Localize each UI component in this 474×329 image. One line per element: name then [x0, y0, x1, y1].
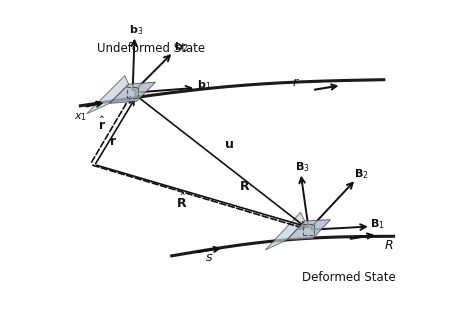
Text: $x_1$: $x_1$ [74, 111, 87, 123]
Text: Undeformed State: Undeformed State [97, 42, 205, 55]
Text: $\mathbf{b}_1$: $\mathbf{b}_1$ [197, 79, 211, 92]
Polygon shape [87, 76, 129, 114]
Text: $\mathbf{B}_1$: $\mathbf{B}_1$ [370, 217, 385, 231]
Text: $\mathbf{b}_3$: $\mathbf{b}_3$ [129, 23, 144, 37]
Text: $\mathbf{r}$: $\mathbf{r}$ [109, 135, 117, 148]
Text: $\mathbf{b}_2$: $\mathbf{b}_2$ [174, 40, 188, 54]
Text: $\mathbf{B}_3$: $\mathbf{B}_3$ [295, 160, 310, 174]
Polygon shape [265, 212, 305, 250]
Text: $R$: $R$ [384, 239, 393, 252]
Text: $\hat{\mathbf{r}}$: $\hat{\mathbf{r}}$ [98, 116, 106, 133]
Text: $\mathbf{u}$: $\mathbf{u}$ [224, 139, 234, 151]
Polygon shape [109, 82, 155, 103]
Text: Deformed State: Deformed State [302, 270, 396, 284]
Text: $\mathbf{R}$: $\mathbf{R}$ [239, 180, 251, 193]
Text: $\hat{\mathbf{R}}$: $\hat{\mathbf{R}}$ [176, 193, 187, 211]
Text: $s$: $s$ [205, 251, 213, 264]
Polygon shape [287, 220, 330, 240]
Text: $r$: $r$ [292, 76, 300, 89]
Text: $\mathbf{B}_2$: $\mathbf{B}_2$ [354, 167, 369, 181]
